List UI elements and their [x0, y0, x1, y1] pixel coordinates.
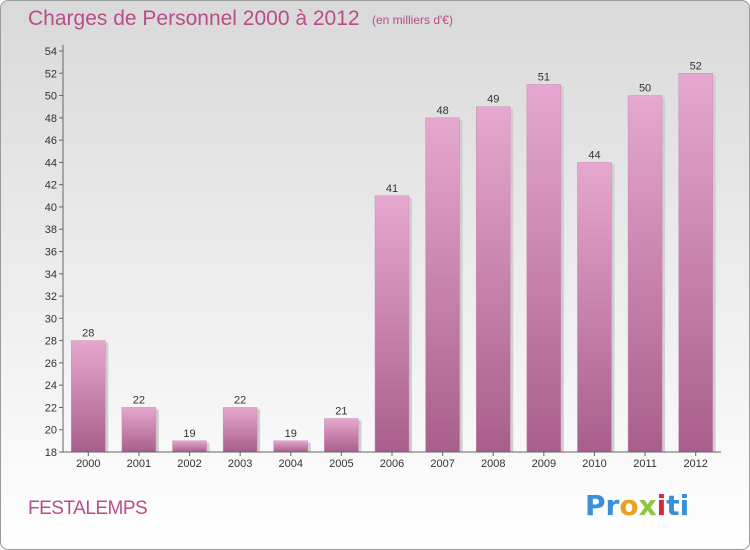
y-tick-label: 52 [45, 68, 57, 80]
bar [273, 440, 309, 453]
y-tick-label: 50 [45, 91, 57, 103]
x-tick-label: 2002 [177, 458, 201, 470]
x-tick-label: 2008 [481, 458, 505, 470]
y-tick-label: 24 [45, 380, 57, 392]
y-tick-label: 26 [45, 358, 57, 370]
y-tick-label: 48 [45, 113, 57, 125]
y-tick-label: 18 [45, 447, 57, 459]
logo-part: x [638, 489, 657, 522]
y-tick-label: 34 [45, 269, 57, 281]
y-tick-label: 42 [45, 180, 57, 192]
bar [475, 106, 511, 453]
data-label: 19 [285, 428, 297, 440]
y-tick-label: 44 [45, 157, 57, 169]
x-tick-label: 2005 [329, 458, 353, 470]
data-label: 48 [436, 105, 448, 117]
bar [222, 407, 258, 453]
x-tick-label: 2006 [380, 458, 404, 470]
bar [526, 84, 562, 453]
y-tick-label: 22 [45, 402, 57, 414]
x-tick-label: 2000 [76, 458, 100, 470]
bar [627, 95, 663, 453]
logo-part: o [619, 489, 639, 522]
y-tick-label: 28 [45, 336, 57, 348]
data-label: 28 [82, 328, 94, 340]
data-label: 21 [335, 406, 347, 418]
x-tick-label: 2010 [582, 458, 606, 470]
data-label: 51 [538, 71, 550, 83]
bars: 28 22 19 22 19 21 41 48 49 51 44 50 52 [71, 60, 716, 453]
y-tick-label: 54 [45, 46, 57, 58]
data-label: 22 [234, 394, 246, 406]
x-tick-label: 2004 [279, 458, 303, 470]
commune-name: FESTALEMPS [28, 498, 148, 519]
y-tick-label: 30 [45, 313, 57, 325]
bar [324, 418, 359, 453]
y-tick-label: 38 [45, 224, 57, 236]
data-label: 41 [386, 183, 398, 195]
y-tick-label: 20 [45, 425, 57, 437]
x-tick-label: 2009 [532, 458, 556, 470]
x-tick-label: 2012 [683, 458, 707, 470]
logo-part: i [656, 489, 667, 522]
chart-title: Charges de Personnel 2000 à 2012 [28, 7, 360, 30]
y-tick-label: 40 [45, 202, 57, 214]
bar [577, 162, 612, 453]
bar [678, 73, 713, 453]
y-tick-label: 36 [45, 247, 57, 259]
logo-part: Pr [585, 489, 620, 522]
data-label: 19 [183, 428, 195, 440]
x-tick-label: 2001 [127, 458, 151, 470]
logo-part: ti [666, 489, 690, 522]
y-tick-label: 46 [45, 135, 57, 147]
data-label: 44 [588, 149, 600, 161]
bar [374, 195, 410, 453]
data-label: 50 [639, 83, 651, 95]
data-label: 52 [690, 60, 702, 72]
bar [71, 340, 106, 453]
data-label: 49 [487, 94, 499, 106]
bar [172, 440, 207, 453]
y-tick-label: 32 [45, 291, 57, 303]
x-tick-label: 2003 [228, 458, 252, 470]
bar [425, 117, 460, 453]
data-label: 22 [133, 394, 145, 406]
x-axis: 2000 2001 2002 2003 2004 2005 2006 2007 2008 2009… [63, 451, 721, 470]
x-tick-label: 2007 [430, 458, 454, 470]
proxiti-logo: Proxiti [585, 489, 689, 522]
x-tick-label: 2011 [633, 458, 657, 470]
y-axis: 18 20 22 24 26 28 30 32 34 36 38 40 42 44 46 48 50 52 54 [45, 45, 64, 459]
chart-subtitle: (en milliers d'€) [372, 13, 453, 27]
bar [121, 407, 157, 453]
